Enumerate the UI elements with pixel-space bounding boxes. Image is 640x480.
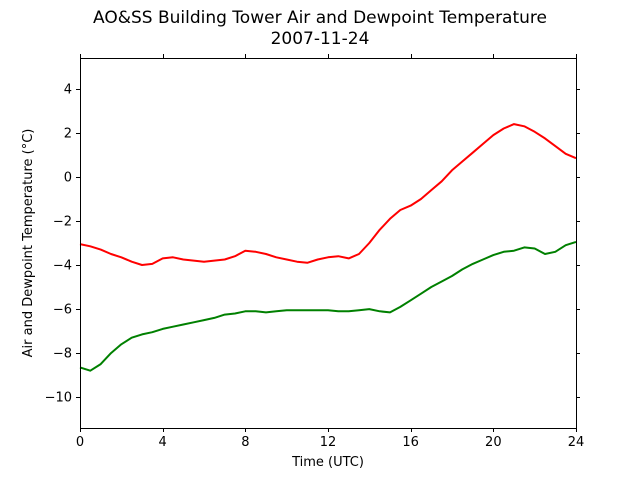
x-tick-label: 0 (76, 435, 84, 450)
series-line-2 (79, 240, 577, 372)
y-tick-label: −10 (45, 391, 72, 406)
x-tick-label: 16 (402, 435, 419, 450)
x-tick-label: 4 (159, 435, 167, 450)
y-tick-label: −2 (53, 214, 72, 229)
series-line-1 (79, 123, 577, 266)
y-tick-label: −6 (53, 303, 72, 318)
x-tick-label: 8 (241, 435, 249, 450)
x-tick-label: 24 (568, 435, 585, 450)
y-tick-label: 2 (64, 126, 72, 141)
series-layer (79, 123, 577, 372)
x-tick-label: 20 (485, 435, 502, 450)
y-tick-label: −4 (53, 259, 72, 274)
x-tick-label: 12 (320, 435, 337, 450)
y-tick-label: 4 (64, 82, 72, 97)
y-axis-label: Air and Dewpoint Temperature (°C) (21, 129, 36, 358)
x-axis-label: Time (UTC) (291, 455, 364, 470)
chart-title: AO&SS Building Tower Air and Dewpoint Te… (92, 8, 547, 28)
chart-subtitle: 2007-11-24 (270, 29, 370, 49)
y-tick-label: 0 (64, 170, 72, 185)
y-tick-label: −8 (53, 347, 72, 362)
plot-frame (80, 58, 577, 429)
